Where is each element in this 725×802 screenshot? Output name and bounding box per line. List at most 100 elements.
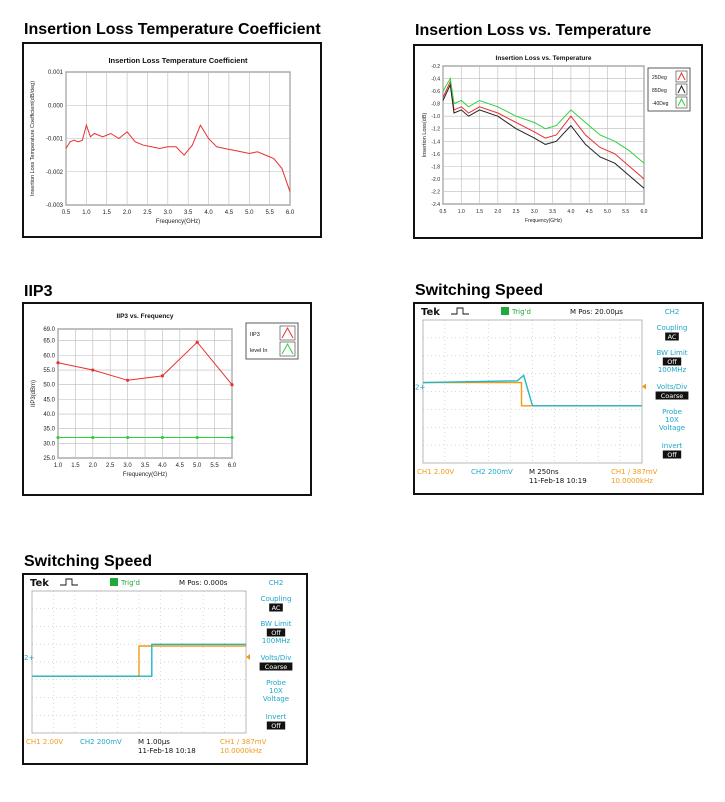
side-value-bwlimit: Off [667, 358, 677, 366]
scope-mpos: M Pos: 20.00µs [570, 308, 623, 316]
scope-date: 11-Feb-18 10:19 [529, 477, 587, 485]
y-tick-label: -1.2 [431, 127, 440, 133]
y-tick-label: -1.6 [431, 152, 440, 158]
data-point [195, 435, 199, 440]
legend-swatch-box [279, 325, 296, 341]
y-tick-label: -2.4 [431, 202, 440, 208]
y-tick-label: -2.2 [431, 189, 440, 195]
legend-label: 25Deg [652, 75, 667, 81]
chart-frame-iip3: IIP3 vs. Frequency 1.0 1.5 2.0 2.5 3.0 3.5 4.0 4… [22, 302, 312, 496]
x-tick-label: 6.0 [228, 463, 237, 469]
scope-frequency: 10.0000kHz [611, 477, 653, 485]
y-tick-label: 50.0 [43, 383, 55, 389]
scope-brand: Tek [421, 307, 440, 318]
y-tick-label: 30.0 [43, 441, 55, 447]
side-label-probe: Probe [266, 679, 286, 687]
x-tick-label: 0.5 [440, 209, 447, 215]
scope-ch1-scale: CH1 2.00V [417, 468, 454, 476]
chart-heading-il-temp-coeff: Insertion Loss Temperature Coefficient [24, 21, 321, 38]
y-tick-label: 69.0 [43, 327, 55, 333]
scope-ch1-scale: CH1 2.00V [26, 738, 63, 746]
legend-label: 85Deg [652, 88, 667, 94]
y-axis-label: IIP3(dBm) [31, 380, 37, 407]
x-axis-label: Frequency(GHz) [123, 472, 167, 478]
x-tick-label: 1.0 [54, 463, 63, 469]
legend-label: IIP3 [250, 332, 260, 338]
plot-area [442, 65, 645, 205]
chart-svg-iip3: IIP3 vs. Frequency 1.0 1.5 2.0 2.5 3.0 3.5 4.0 4… [31, 313, 299, 478]
scope-graticule [31, 590, 247, 734]
x-tick-label: 0.5 [62, 210, 71, 216]
scope-ch-title: CH2 [665, 308, 680, 316]
data-point [91, 435, 95, 440]
side-value-bg-voltsdiv [655, 391, 689, 400]
x-tick-label: 5.0 [245, 210, 254, 216]
y-tick-label: 0.001 [48, 70, 64, 76]
scope-timebase: M 1.00µs [138, 738, 170, 746]
scope-timebase: M 250ns [529, 468, 559, 476]
x-tick-label: 1.0 [82, 210, 91, 216]
x-tick-label: 2.5 [143, 210, 152, 216]
series-line-s0 [65, 123, 291, 192]
scope-bg [415, 304, 702, 493]
data-point [230, 383, 234, 387]
data-point [230, 435, 234, 440]
side-probe-voltage: Voltage [659, 424, 685, 432]
legend-swatch-box [279, 341, 296, 357]
x-tick-label: 4.5 [176, 463, 185, 469]
side-label-voltsdiv: Volts/Div [261, 654, 292, 662]
x-tick-label: 3.5 [549, 209, 556, 215]
legend-swatch [281, 326, 294, 339]
side-value-voltsdiv: Coarse [265, 663, 288, 671]
side-label-invert: Invert [662, 442, 683, 450]
x-tick-label: 5.5 [265, 210, 274, 216]
legend-swatch-box [675, 83, 688, 96]
side-value-bg-invert [662, 450, 682, 459]
x-axis-label: Frequency(GHz) [156, 219, 200, 225]
y-tick-label: 25.0 [43, 456, 55, 462]
y-tick-label: -0.2 [431, 64, 440, 70]
scope-trig-level: CH1 ∕ 387mV [220, 738, 267, 746]
side-value-coupling: AC [668, 333, 677, 341]
side-label-coupling: Coupling [657, 324, 688, 332]
x-tick-label: 6.0 [641, 209, 648, 215]
x-axis-label: Frequency(GHz) [525, 218, 562, 224]
side-value-coupling: AC [272, 604, 281, 612]
side-value-invert: Off [667, 451, 677, 459]
data-point [56, 361, 60, 365]
x-tick-label: 2.0 [89, 463, 98, 469]
scope-ch2-scale: CH2 200mV [80, 738, 122, 746]
scope-frequency: 10.0000kHz [220, 747, 262, 755]
side-value-voltsdiv: Coarse [661, 392, 684, 400]
trigger-level-arrow [246, 654, 250, 660]
data-point [195, 340, 199, 344]
y-tick-label: 65.0 [43, 339, 55, 345]
scope-mpos: M Pos: 0.000s [179, 579, 228, 587]
data-point [126, 378, 130, 382]
trig-indicator [501, 307, 509, 315]
chart-frame-il-vs-temp: Insertion Loss vs. Temperature 0.5 1.0 1.5 2… [413, 44, 703, 239]
y-tick-label: 45.0 [43, 397, 55, 403]
data-point [160, 374, 164, 378]
legend-swatch [677, 84, 686, 94]
y-axis-label: Insertion Loss(dB) [422, 113, 428, 158]
x-tick-label: 3.5 [184, 210, 193, 216]
x-tick-label: 5.0 [604, 209, 611, 215]
x-tick-label: 1.5 [476, 209, 483, 215]
side-value-bg-coupling [269, 603, 283, 612]
x-tick-label: 1.5 [103, 210, 112, 216]
y-tick-label: 35.0 [43, 427, 55, 433]
side-value-bwlimit: Off [271, 629, 281, 637]
scope-brand: Tek [30, 578, 49, 589]
x-tick-label: 5.5 [210, 463, 219, 469]
series-line-85deg [442, 83, 645, 189]
y-tick-label: -0.6 [431, 89, 440, 95]
x-tick-label: 2.5 [106, 463, 115, 469]
scope-frame-2: Tek Trig'd M Pos: 0.000s CH2 Coupling AC BW Li… [22, 573, 308, 765]
y-tick-label: -0.8 [431, 102, 440, 108]
x-tick-label: 4.0 [567, 209, 574, 215]
x-tick-label: 4.5 [586, 209, 593, 215]
chart-title: Insertion Loss Temperature Coefficient [108, 56, 248, 65]
side-value-bg-voltsdiv [259, 662, 293, 671]
